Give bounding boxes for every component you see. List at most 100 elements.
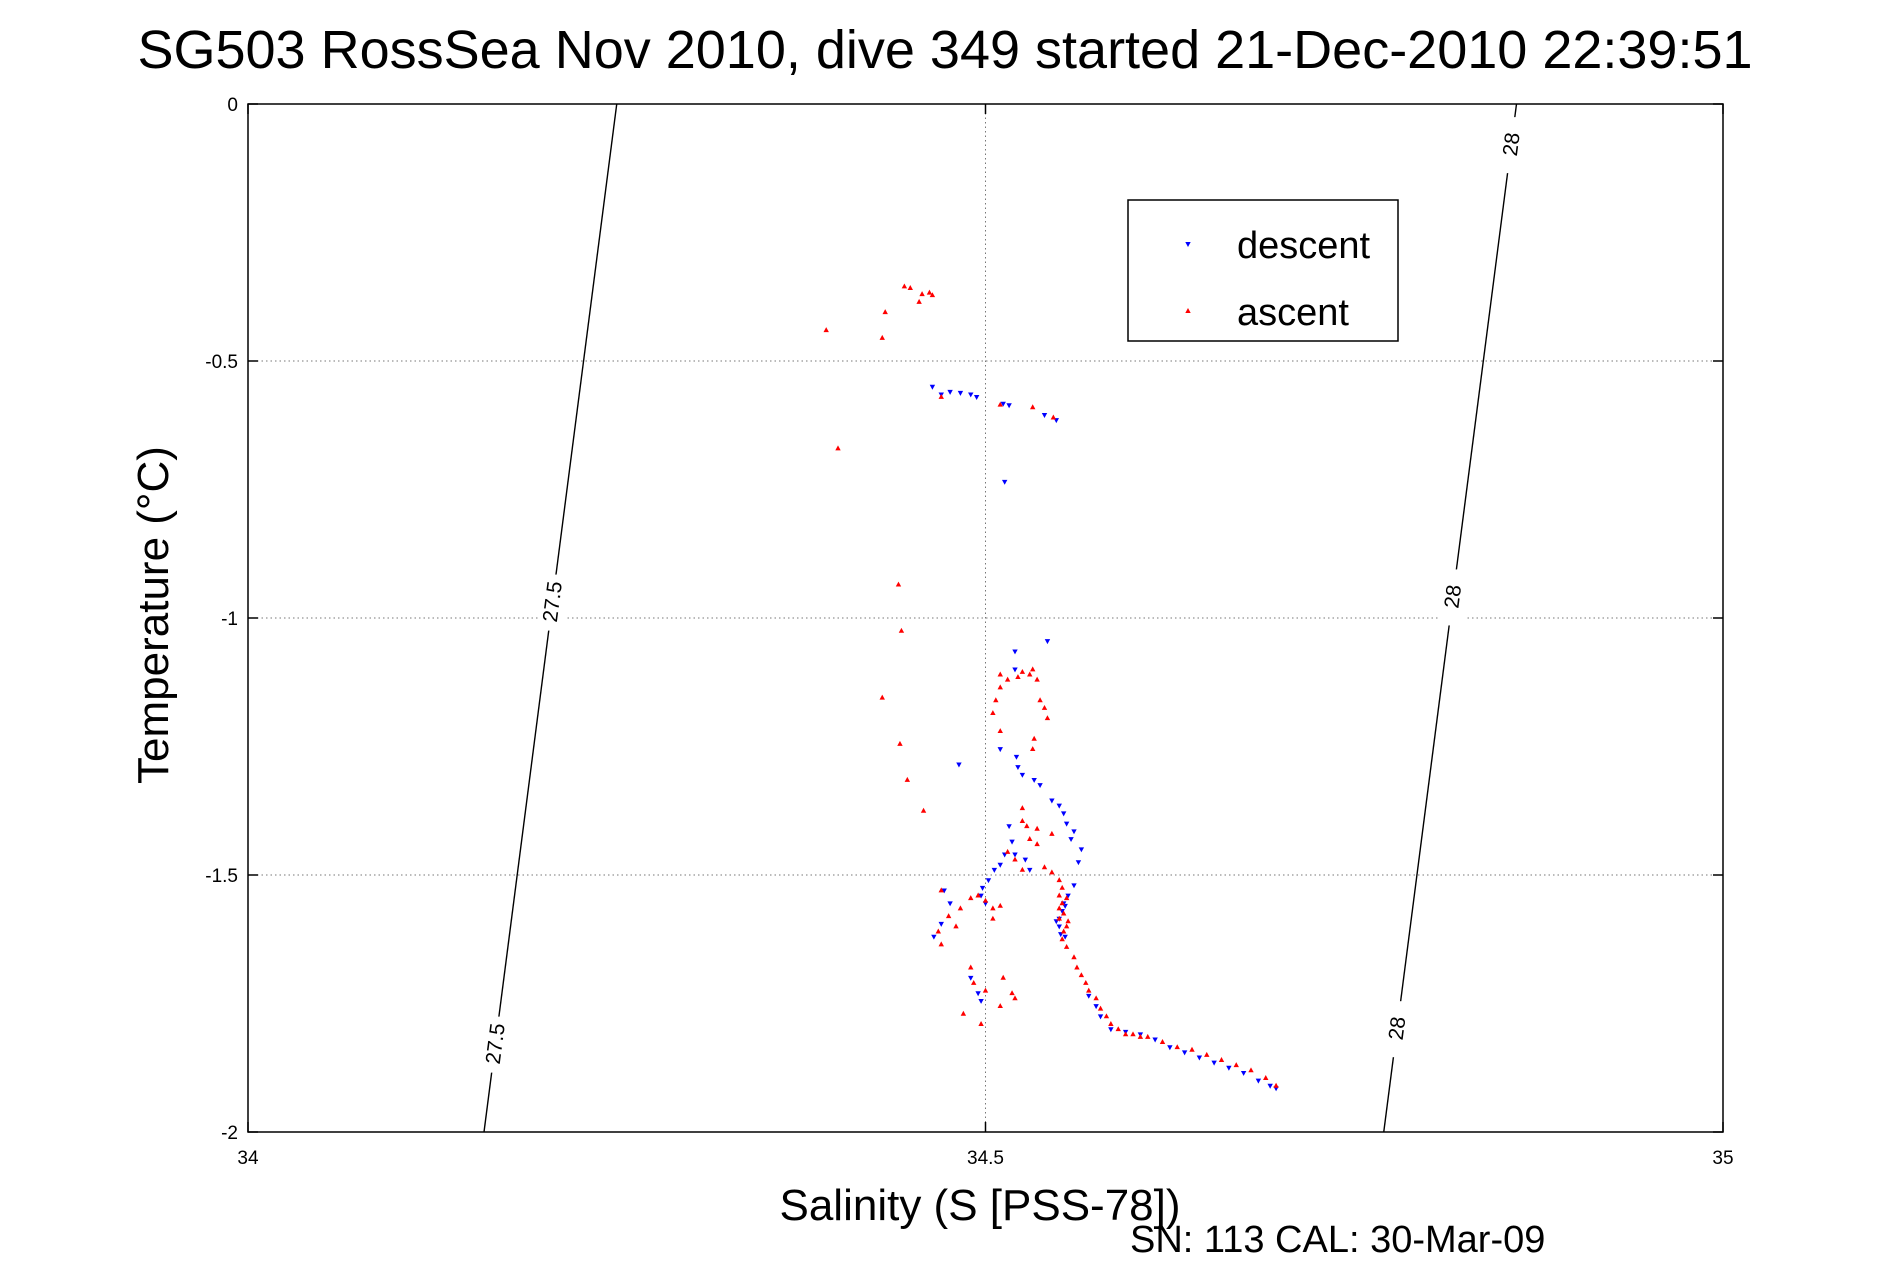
- ascent-point: [1019, 866, 1026, 872]
- contour-label-gap: [482, 1016, 509, 1073]
- series-ascent: [823, 283, 1279, 1088]
- descent-point: [1019, 772, 1026, 778]
- ascent-point: [1012, 995, 1018, 1001]
- ascent-point: [1093, 995, 1099, 1001]
- ascent-point: [945, 913, 952, 919]
- ascent-point: [1103, 1013, 1110, 1019]
- descent-point: [1012, 667, 1018, 673]
- y-tick-label: -1.5: [205, 866, 238, 887]
- ascent-point: [1130, 1031, 1136, 1037]
- descent-point: [1097, 1014, 1104, 1020]
- descent-point: [1078, 847, 1085, 853]
- ascent-point: [1034, 825, 1040, 831]
- descent-point: [1071, 883, 1077, 889]
- ascent-point: [919, 291, 925, 297]
- descent-point: [1060, 811, 1067, 817]
- ascent-point: [1060, 928, 1067, 934]
- y-axis-label: Temperature (°C): [129, 446, 178, 784]
- ascent-point: [901, 283, 908, 289]
- x-tick-label: 34: [237, 1148, 259, 1169]
- ascent-point: [1027, 836, 1033, 841]
- descent-point: [975, 991, 981, 997]
- ascent-point: [1030, 404, 1036, 410]
- legend-box: [1127, 199, 1399, 342]
- ascent-point: [1056, 905, 1062, 911]
- ascent-point: [1078, 972, 1085, 978]
- ascent-point: [1049, 869, 1055, 875]
- x-axis-label: Salinity (S [PSS-78]): [779, 1181, 1180, 1230]
- descent-point: [1006, 824, 1012, 830]
- ascent-point: [1122, 1031, 1129, 1037]
- ascent-point: [1044, 715, 1051, 721]
- ascent-point: [929, 292, 936, 298]
- descent-point: [941, 888, 947, 894]
- ascent-point: [990, 915, 996, 921]
- contour-label-27.5: 27.5: [539, 580, 567, 623]
- ascent-point: [938, 393, 944, 399]
- descent-point: [1049, 798, 1055, 804]
- ascent-point: [1086, 987, 1092, 993]
- ascent-point: [978, 1021, 984, 1027]
- contour-label-gap: [1498, 117, 1525, 174]
- ascent-point: [1056, 892, 1062, 898]
- legend: descent ascent: [1127, 199, 1399, 342]
- ascent-point: [1034, 676, 1040, 682]
- contour-label-28: 28: [1440, 584, 1466, 610]
- ascent-point: [1031, 735, 1037, 741]
- data-points: [823, 283, 1279, 1092]
- footer-serial-calibration: SN: 113 CAL: 30-Mar-09: [1130, 1219, 1545, 1261]
- legend-marker-descent-glyph: [1185, 242, 1191, 247]
- descent-point: [1267, 1083, 1273, 1089]
- ascent-point: [1056, 915, 1062, 921]
- ascent-point: [1083, 979, 1089, 985]
- ascent-point: [1049, 830, 1055, 836]
- ascent-point: [1159, 1039, 1166, 1044]
- ascent-point: [823, 327, 829, 333]
- contour-label-gap: [1384, 1001, 1411, 1058]
- ascent-point: [1056, 877, 1062, 883]
- ascent-point: [1041, 704, 1048, 710]
- ascent-point: [1065, 918, 1071, 924]
- ascent-point: [879, 334, 885, 340]
- grid: [247, 103, 1724, 1133]
- legend-label-descent: descent: [1237, 225, 1371, 267]
- descent-point: [997, 747, 1003, 753]
- descent-point: [931, 934, 937, 940]
- legend-marker-descent: [1185, 242, 1191, 247]
- ascent-point: [1137, 1033, 1144, 1039]
- ascent-point: [907, 285, 913, 290]
- ascent-point: [1059, 936, 1065, 942]
- ascent-point: [971, 979, 977, 985]
- ascent-point: [1263, 1075, 1269, 1080]
- descent-point: [1226, 1065, 1232, 1071]
- descent-point: [1086, 993, 1092, 999]
- ascent-point: [997, 1003, 1003, 1009]
- ascent-point: [1189, 1046, 1195, 1052]
- ascent-point: [904, 776, 911, 782]
- ascent-point: [1050, 414, 1057, 420]
- descent-point: [1152, 1037, 1158, 1043]
- ascent-point: [1059, 884, 1065, 890]
- ascent-point: [1071, 954, 1077, 960]
- ascent-point: [1019, 818, 1026, 823]
- ascent-point: [1074, 964, 1080, 970]
- descent-point: [1068, 837, 1074, 843]
- descent-point: [1056, 803, 1062, 809]
- descent-point: [1093, 1004, 1099, 1010]
- ascent-point: [990, 905, 996, 911]
- ascent-point: [898, 627, 905, 633]
- descent-point: [985, 878, 992, 884]
- ascent-point: [1030, 746, 1036, 752]
- descent-point: [968, 392, 974, 398]
- ascent-point: [882, 309, 888, 315]
- descent-point: [1012, 852, 1018, 858]
- descent-point: [1108, 1027, 1114, 1033]
- ascent-point: [1030, 666, 1036, 672]
- ascent-point: [916, 298, 922, 304]
- ascent-point: [1019, 668, 1026, 674]
- descent-point: [1056, 924, 1062, 930]
- ascent-point: [982, 987, 989, 993]
- descent-point: [938, 921, 944, 927]
- contour-label-28: 28: [1499, 131, 1525, 157]
